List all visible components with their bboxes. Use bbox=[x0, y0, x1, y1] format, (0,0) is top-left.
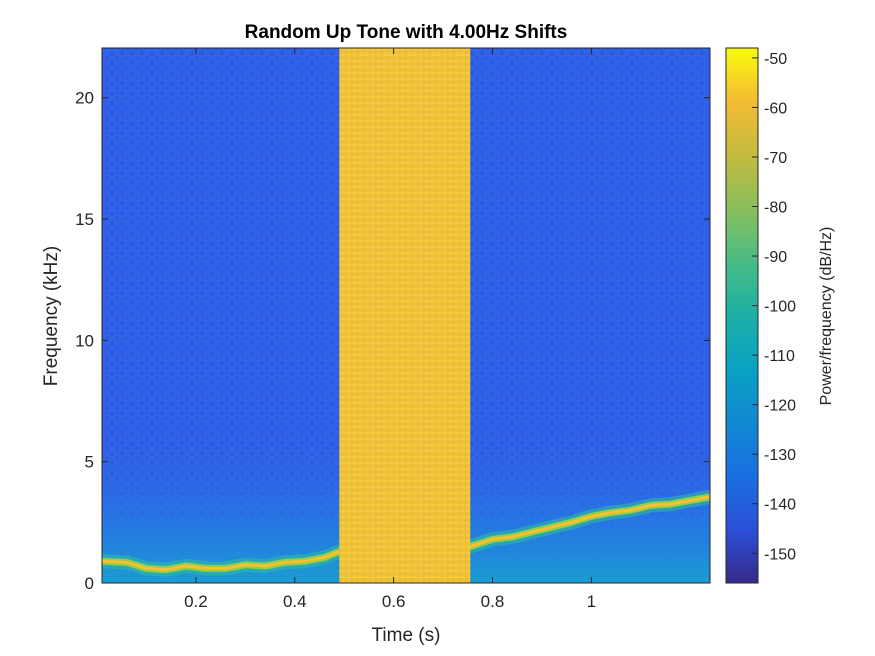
colorbar-tick-label: -80 bbox=[764, 200, 787, 217]
y-tick-label: 20 bbox=[75, 89, 94, 108]
y-axis-label: Frequency (kHz) bbox=[41, 246, 62, 386]
x-tick-label: 0.8 bbox=[481, 592, 505, 611]
x-axis-label: Time (s) bbox=[372, 625, 441, 646]
colorbar-ticks: -50 -60 -70 -80 -90 -100 -110 -120 -130 -140 -150 bbox=[752, 51, 796, 563]
colorbar-tick-label: -150 bbox=[764, 546, 796, 563]
colorbar-tick-label: -110 bbox=[764, 348, 795, 365]
y-tick-label: 15 bbox=[75, 210, 94, 229]
tone-layer bbox=[102, 489, 710, 577]
noise-burst-texture bbox=[339, 48, 471, 583]
tone-core-1 bbox=[102, 550, 341, 572]
x-tick-label: 0.2 bbox=[184, 592, 208, 611]
plot-area bbox=[101, 47, 711, 584]
x-tick-label: 0.4 bbox=[283, 592, 307, 611]
colorbar-label: Power/frequency (dB/Hz) bbox=[818, 227, 835, 406]
colorbar-tick-label: -60 bbox=[764, 100, 787, 117]
x-tick-label: 1 bbox=[587, 592, 596, 611]
x-axis: 0.2 0.4 0.6 0.8 1 bbox=[184, 48, 596, 611]
colorbar-tick-label: -100 bbox=[764, 299, 796, 316]
y-tick-label: 10 bbox=[75, 331, 94, 350]
colorbar-tick-label: -130 bbox=[764, 447, 796, 464]
colorbar-tick-label: -90 bbox=[764, 249, 787, 266]
tone-core-2 bbox=[468, 495, 710, 549]
colorbar-tick-label: -120 bbox=[764, 398, 796, 415]
chart-title: Random Up Tone with 4.00Hz Shifts bbox=[245, 22, 568, 43]
colorbar-tick-label: -70 bbox=[764, 150, 787, 167]
y-tick-label: 0 bbox=[85, 574, 94, 593]
x-tick-label: 0.6 bbox=[382, 592, 406, 611]
plot-frame bbox=[101, 47, 711, 584]
colorbar-tick-label: -140 bbox=[764, 497, 796, 514]
colorbar-tick-label: -50 bbox=[764, 51, 787, 68]
colorbar: -50-60-70-80-90-100-110-120-130-140-150 … bbox=[725, 47, 835, 584]
colorbar-gradient bbox=[725, 47, 759, 584]
y-tick-label: 5 bbox=[85, 453, 94, 472]
y-axis: 0 5 10 15 20 bbox=[75, 89, 710, 593]
